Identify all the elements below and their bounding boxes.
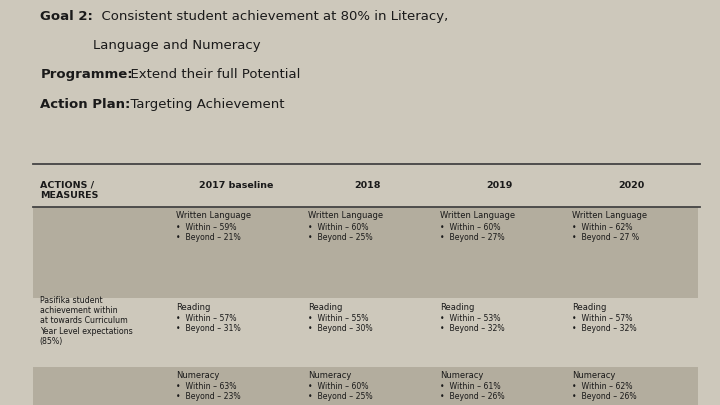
Text: •  Beyond – 26%: • Beyond – 26% [441, 392, 505, 401]
Text: •  Beyond – 25%: • Beyond – 25% [308, 392, 373, 401]
Text: Numeracy: Numeracy [308, 371, 351, 379]
Text: Targeting Achievement: Targeting Achievement [122, 98, 284, 111]
Text: •  Beyond – 26%: • Beyond – 26% [572, 392, 637, 401]
Text: •  Within – 53%: • Within – 53% [441, 314, 501, 323]
Text: ACTIONS /
MEASURES: ACTIONS / MEASURES [40, 181, 99, 200]
Text: •  Within – 60%: • Within – 60% [441, 223, 501, 232]
Text: Extend their full Potential: Extend their full Potential [122, 68, 300, 81]
Text: Action Plan:: Action Plan: [40, 98, 131, 111]
Text: Numeracy: Numeracy [176, 371, 220, 379]
Text: Written Language: Written Language [441, 211, 516, 220]
Text: Written Language: Written Language [572, 211, 647, 220]
Text: •  Within – 57%: • Within – 57% [176, 314, 237, 323]
Text: •  Beyond – 31%: • Beyond – 31% [176, 324, 241, 333]
Text: •  Within – 59%: • Within – 59% [176, 223, 237, 232]
Text: Pasifika student
achievement within
at towards Curriculum
Year Level expectation: Pasifika student achievement within at t… [40, 296, 132, 346]
Text: 2019: 2019 [487, 181, 513, 190]
Text: Consistent student achievement at 80% in Literacy,: Consistent student achievement at 80% in… [93, 10, 448, 23]
Text: Numeracy: Numeracy [572, 371, 616, 379]
Text: Written Language: Written Language [176, 211, 251, 220]
Text: •  Beyond – 21%: • Beyond – 21% [176, 233, 241, 242]
Text: •  Beyond – 30%: • Beyond – 30% [308, 324, 373, 333]
Text: •  Beyond – 23%: • Beyond – 23% [176, 392, 241, 401]
Text: Language and Numeracy: Language and Numeracy [93, 39, 261, 52]
Text: •  Within – 55%: • Within – 55% [308, 314, 369, 323]
Text: Reading: Reading [308, 303, 343, 311]
Text: Written Language: Written Language [308, 211, 384, 220]
Text: •  Within – 57%: • Within – 57% [572, 314, 633, 323]
Text: •  Beyond – 25%: • Beyond – 25% [308, 233, 373, 242]
Text: •  Beyond – 32%: • Beyond – 32% [441, 324, 505, 333]
Text: Reading: Reading [176, 303, 211, 311]
Text: •  Within – 62%: • Within – 62% [572, 223, 633, 232]
Text: 2017 baseline: 2017 baseline [199, 181, 273, 190]
Text: 2020: 2020 [618, 181, 645, 190]
Text: Reading: Reading [572, 303, 607, 311]
Text: 2018: 2018 [354, 181, 381, 190]
Text: •  Beyond – 27 %: • Beyond – 27 % [572, 233, 639, 242]
Text: Reading: Reading [441, 303, 474, 311]
Text: •  Within – 60%: • Within – 60% [308, 382, 369, 391]
Text: •  Within – 60%: • Within – 60% [308, 223, 369, 232]
Text: •  Within – 63%: • Within – 63% [176, 382, 237, 391]
Text: •  Beyond – 32%: • Beyond – 32% [572, 324, 637, 333]
Text: Programme:: Programme: [40, 68, 133, 81]
Text: Numeracy: Numeracy [441, 371, 484, 379]
Text: •  Beyond – 27%: • Beyond – 27% [441, 233, 505, 242]
Text: Goal 2:: Goal 2: [40, 10, 93, 23]
Text: •  Within – 61%: • Within – 61% [441, 382, 501, 391]
Text: •  Within – 62%: • Within – 62% [572, 382, 633, 391]
